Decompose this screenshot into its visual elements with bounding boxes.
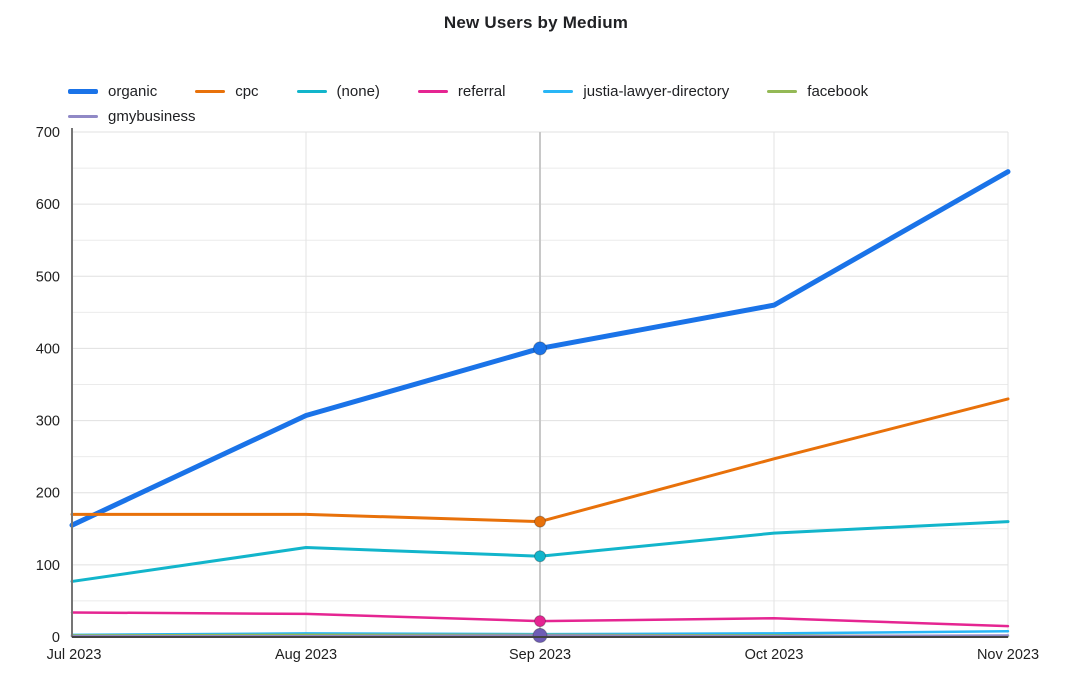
x-axis-tick-label: Sep 2023: [509, 647, 571, 663]
data-point-marker-cpc[interactable]: [534, 515, 546, 528]
x-axis-tick-label: Nov 2023: [977, 647, 1039, 663]
legend-label: justia-lawyer-directory: [583, 83, 730, 100]
chart-title: New Users by Medium: [443, 13, 629, 32]
y-axis-tick-label: 700: [36, 125, 60, 141]
legend-swatch-icon: [68, 89, 98, 94]
legend-label: referral: [457, 83, 506, 100]
y-axis-tick-label: 0: [52, 630, 60, 646]
x-axis-tick-label: Aug 2023: [275, 647, 337, 663]
legend-item-gmybusiness[interactable]: gmybusiness: [68, 108, 196, 125]
legend-item-organic[interactable]: organic: [68, 83, 157, 100]
y-axis-tick-label: 100: [36, 558, 60, 574]
legend-label: (none): [336, 83, 380, 100]
legend-label: organic: [108, 83, 158, 100]
legend-label: gmybusiness: [108, 108, 196, 125]
x-axis-tick-label: Jul 2023: [47, 647, 102, 663]
legend-label: facebook: [807, 83, 869, 100]
legend-item-justia-lawyer-directory[interactable]: justia-lawyer-directory: [543, 83, 729, 100]
legend-item-cpc[interactable]: cpc: [195, 83, 259, 100]
legend-item-referral[interactable]: referral: [417, 83, 506, 100]
x-axis-tick-label: Oct 2023: [745, 647, 804, 663]
legend-swatch-icon: [296, 90, 327, 93]
y-axis-tick-label: 200: [36, 486, 60, 502]
legend-swatch-icon: [767, 90, 798, 93]
y-axis-tick-label: 300: [36, 414, 60, 430]
y-axis-tick-label: 600: [36, 197, 60, 213]
legend-label: cpc: [235, 83, 259, 100]
data-point-marker-none[interactable]: [534, 550, 546, 563]
y-axis-tick-label: 400: [36, 341, 60, 357]
legend-swatch-icon: [195, 90, 226, 93]
legend-swatch-icon: [543, 90, 574, 93]
data-point-marker-organic[interactable]: [533, 341, 547, 356]
legend-swatch-icon: [417, 90, 448, 93]
data-point-marker-gmybusiness[interactable]: [532, 628, 548, 644]
chart-legend: organic cpc (none) referral justia-lawyer-di…: [68, 83, 948, 125]
legend-item-facebook[interactable]: facebook: [767, 83, 868, 100]
legend-item-none[interactable]: (none): [296, 83, 380, 100]
legend-swatch-icon: [68, 115, 98, 118]
data-point-marker-referral[interactable]: [534, 615, 546, 628]
y-axis-tick-label: 500: [36, 269, 60, 285]
